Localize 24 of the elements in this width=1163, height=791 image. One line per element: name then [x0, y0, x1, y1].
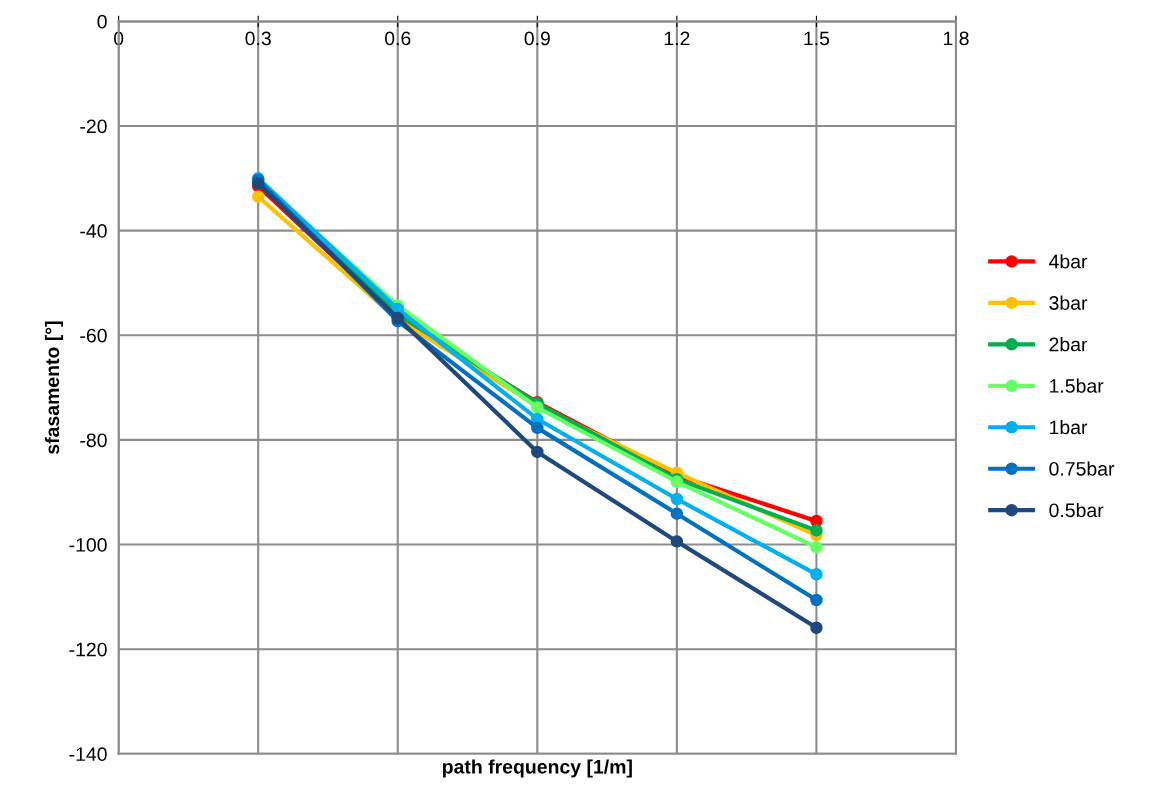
legend-label: 1bar	[1050, 419, 1088, 435]
x-tick-label: 0.3	[245, 31, 271, 46]
legend-label: 0.75bar	[1049, 461, 1115, 476]
x-tick-label: 1.5	[804, 31, 830, 46]
y-tick-label: -20	[80, 119, 107, 134]
x-tick-label: 0.6	[384, 31, 411, 46]
x-tick-label: 0	[113, 31, 124, 46]
legend-label: 1.5bar	[1050, 378, 1104, 393]
y-tick-label: -80	[80, 433, 107, 448]
y-tick-label: -60	[80, 328, 107, 343]
y-axis-title: sfasamento [°]	[44, 321, 64, 454]
y-tick-label: 0	[97, 14, 107, 29]
legend-label: 0.5bar	[1049, 502, 1104, 518]
legend-label: 3bar	[1049, 295, 1088, 310]
x-tick-label: 1.2	[664, 31, 690, 46]
legend-label: 2bar	[1049, 337, 1088, 352]
y-tick-label: -100	[69, 538, 107, 552]
legend-label: 4bar	[1049, 254, 1088, 269]
y-tick-label: -40	[80, 224, 107, 238]
x-tick-label: 0.9	[524, 31, 550, 46]
x-axis-title: path frequency [1/m]	[442, 759, 632, 778]
y-tick-label: -140	[69, 747, 107, 762]
x-tick-label: 1.8	[943, 31, 969, 46]
y-tick-label: -120	[69, 642, 107, 657]
